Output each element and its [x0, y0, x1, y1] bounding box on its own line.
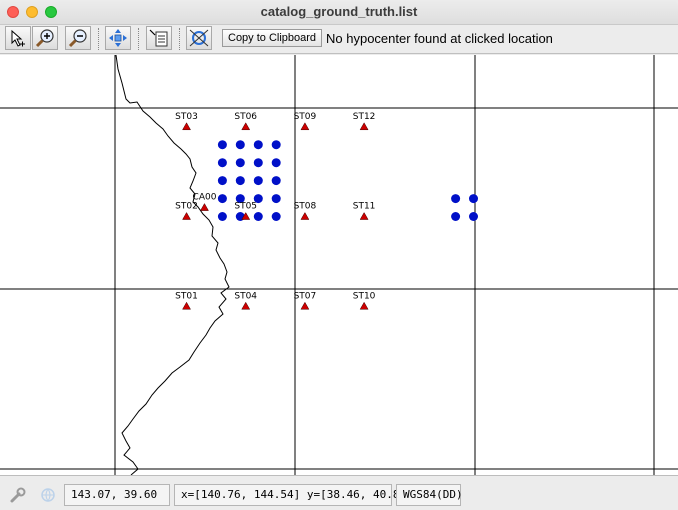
list-button[interactable]	[146, 26, 172, 50]
station-label: ST08	[294, 202, 317, 212]
hypocenter-marker[interactable]	[235, 176, 245, 186]
station-label: ST09	[294, 112, 317, 122]
toolbar-separator	[179, 28, 181, 50]
station-label: ST05	[234, 202, 257, 212]
hypocenter-marker[interactable]	[217, 158, 227, 168]
minimize-window-button[interactable]	[26, 6, 38, 18]
reset-view-icon	[189, 29, 209, 47]
hypocenter-marker[interactable]	[217, 212, 227, 221]
zoom-out-icon	[68, 29, 87, 48]
cursor-coordinates: 143.07, 39.60	[64, 484, 170, 506]
map-canvas[interactable]: ST03 ST06 ST09 ST12 ST02 CA00 ST05 ST08 ST11 ST01…	[0, 54, 678, 476]
hypocenter-layer	[217, 140, 478, 221]
maximize-window-button[interactable]	[45, 6, 57, 18]
hypocenter-marker[interactable]	[271, 212, 281, 221]
select-tool-button[interactable]	[5, 26, 31, 50]
copy-to-clipboard-button[interactable]: Copy to Clipboard	[222, 29, 323, 47]
globe-icon[interactable]	[38, 485, 58, 505]
station-label: ST12	[353, 112, 376, 122]
wrench-icon[interactable]	[8, 485, 28, 505]
station-marker[interactable]	[241, 122, 251, 131]
list-icon	[149, 29, 168, 47]
station-marker[interactable]	[300, 122, 310, 131]
station-label: ST11	[353, 202, 376, 212]
hypocenter-marker[interactable]	[253, 140, 263, 150]
hypocenter-marker[interactable]	[253, 194, 263, 204]
station-label: ST02	[175, 202, 198, 212]
station-label: ST01	[175, 291, 198, 301]
title-bar: catalog_ground_truth.list	[0, 0, 678, 25]
station-marker[interactable]	[241, 212, 251, 220]
station-marker[interactable]	[300, 301, 310, 310]
hypocenter-marker[interactable]	[271, 140, 281, 150]
station-marker[interactable]	[182, 122, 191, 131]
station-marker[interactable]	[359, 301, 369, 310]
station-marker[interactable]	[359, 122, 369, 131]
station-label: ST07	[294, 291, 317, 301]
station-label: CA00	[193, 193, 217, 203]
pan-button[interactable]	[105, 26, 131, 50]
status-message: No hypocenter found at clicked location	[326, 31, 553, 46]
map-extent: x=[140.76, 144.54] y=[38.46, 40.80]	[174, 484, 413, 506]
status-bar: 143.07, 39.60 x=[140.76, 144.54] y=[38.4…	[0, 475, 678, 510]
hypocenter-marker[interactable]	[253, 158, 263, 168]
hypocenter-marker[interactable]	[469, 212, 478, 221]
pan-icon	[109, 29, 127, 47]
hypocenter-marker[interactable]	[469, 194, 478, 204]
hypocenter-marker[interactable]	[271, 158, 281, 168]
station-label: ST03	[175, 112, 198, 122]
hypocenter-marker[interactable]	[271, 176, 281, 186]
station-marker[interactable]	[182, 301, 191, 310]
graticule	[0, 55, 678, 475]
zoom-in-button[interactable]	[32, 26, 58, 50]
crs-label: WGS84(DD)	[396, 484, 463, 506]
hypocenter-marker[interactable]	[253, 212, 263, 221]
station-label: ST10	[353, 291, 376, 301]
toolbar: Copy to Clipboard No hypocenter found at…	[0, 25, 678, 54]
station-marker[interactable]	[300, 212, 310, 220]
reset-view-button[interactable]	[186, 26, 212, 50]
hypocenter-marker[interactable]	[451, 194, 461, 204]
hypocenter-marker[interactable]	[271, 194, 281, 204]
hypocenter-marker[interactable]	[235, 158, 245, 168]
station-label: ST06	[234, 112, 257, 122]
hypocenter-marker[interactable]	[451, 212, 461, 221]
station-marker[interactable]	[200, 203, 209, 211]
toolbar-separator	[98, 28, 100, 50]
toolbar-separator	[138, 28, 140, 50]
coastline	[115, 54, 230, 476]
station-marker[interactable]	[182, 212, 191, 220]
hypocenter-marker[interactable]	[235, 140, 245, 150]
close-window-button[interactable]	[7, 6, 19, 18]
zoom-in-icon	[35, 29, 54, 48]
station-marker[interactable]	[359, 212, 369, 220]
hypocenter-marker[interactable]	[217, 176, 227, 186]
hypocenter-marker[interactable]	[217, 194, 227, 204]
hypocenter-marker[interactable]	[235, 194, 245, 204]
station-marker[interactable]	[241, 301, 251, 310]
select-tool-icon	[11, 29, 25, 47]
station-label: ST04	[234, 291, 257, 301]
zoom-out-button[interactable]	[65, 26, 91, 50]
hypocenter-marker[interactable]	[253, 176, 263, 186]
window-title: catalog_ground_truth.list	[260, 4, 418, 19]
hypocenter-marker[interactable]	[217, 140, 227, 150]
